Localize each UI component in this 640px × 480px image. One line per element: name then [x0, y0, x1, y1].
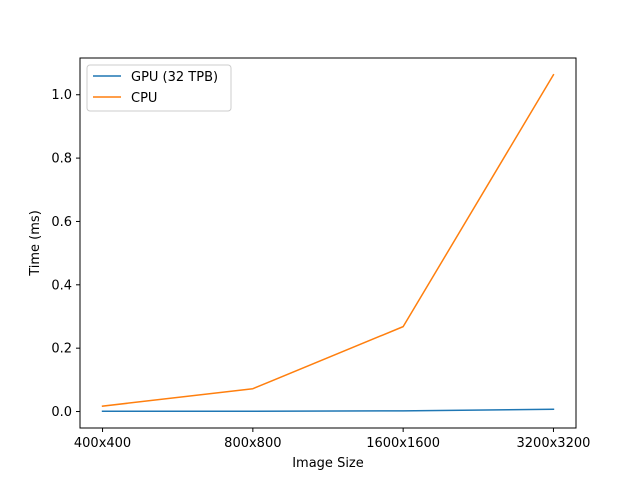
y-tick-label: 0.2	[51, 342, 72, 357]
x-axis: 400x400 800x800 1600x1600 3200x3200	[74, 428, 591, 451]
y-tick-label: 0.4	[51, 278, 72, 293]
series-line-0	[101, 408, 555, 412]
y-axis: 0.0 0.2 0.4 0.6 0.8 1.0	[51, 88, 80, 420]
y-tick-label: 0.8	[51, 152, 72, 167]
plot-frame	[79, 57, 577, 429]
legend-label-gpu: GPU (32 TPB)	[131, 70, 218, 85]
series-line-1	[101, 73, 555, 407]
legend-label-cpu: CPU	[131, 91, 157, 106]
y-tick-label: 1.0	[51, 88, 72, 103]
x-tick-label: 400x400	[74, 436, 131, 451]
plot-lines	[101, 73, 555, 412]
y-tick-label: 0.6	[51, 215, 72, 230]
x-tick-label: 1600x1600	[366, 436, 440, 451]
x-tick-label: 800x800	[224, 436, 281, 451]
x-axis-label: Image Size	[292, 456, 364, 471]
legend: GPU (32 TPB) CPU	[86, 64, 232, 112]
y-tick-label: 0.0	[51, 405, 72, 420]
legend-box	[86, 64, 232, 112]
y-axis-label: Time (ms)	[28, 210, 43, 277]
x-tick-label: 3200x3200	[517, 436, 591, 451]
